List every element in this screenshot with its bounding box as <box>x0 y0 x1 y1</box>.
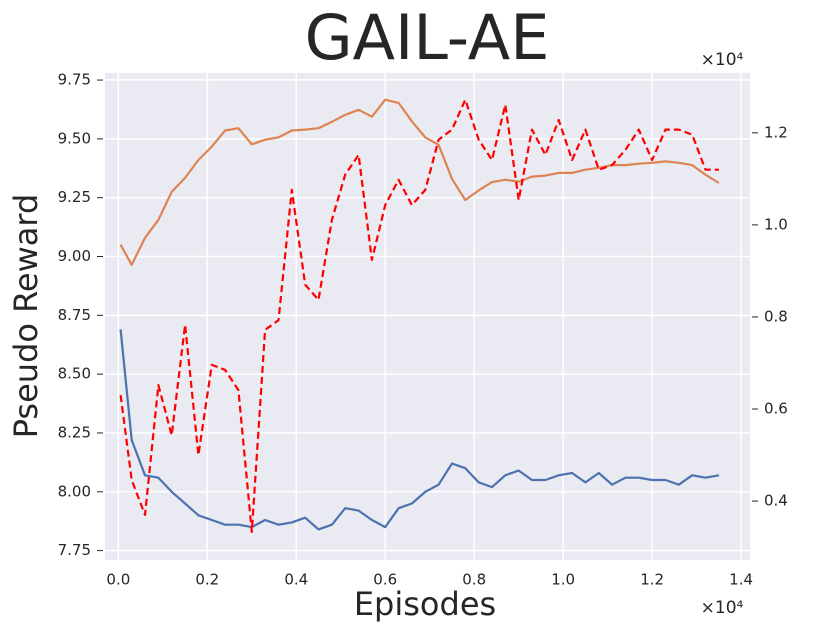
y-tick-label: 9.50 <box>58 129 91 147</box>
x-tick-label: 0.6 <box>373 571 397 589</box>
x-tick-label: 0.4 <box>284 571 308 589</box>
x-axis-label: Episodes <box>354 585 496 623</box>
y2-offset-label: ×10⁴ <box>701 50 744 70</box>
y2-tick-label: 1.2 <box>764 123 788 141</box>
x-tick-label: 1.0 <box>551 571 575 589</box>
data-line <box>119 329 720 531</box>
x-tick-label: 1.2 <box>640 571 664 589</box>
x-tick-label: 0.8 <box>462 571 486 589</box>
y-tick-label: 8.50 <box>58 365 91 383</box>
y-tick-label: 9.75 <box>58 71 91 89</box>
plot-area <box>105 73 750 560</box>
y-tick-label: 8.00 <box>58 482 91 500</box>
y-tick-label: 9.25 <box>58 188 91 206</box>
chart-title: GAIL-AE <box>305 1 550 74</box>
y-axis-label: Pseudo Reward <box>7 194 45 439</box>
x-tick-label: 1.4 <box>729 571 753 589</box>
y2-tick-label: 0.6 <box>764 400 788 418</box>
y2-tick-label: 1.0 <box>764 215 788 233</box>
y-tick-label: 9.00 <box>58 247 91 265</box>
y-tick-label: 8.25 <box>58 423 91 441</box>
x-tick-label: 0.0 <box>106 571 130 589</box>
y-tick-label: 7.75 <box>58 541 91 559</box>
data-line <box>119 98 719 533</box>
y-tick-label: 8.75 <box>58 306 91 324</box>
y2-tick-label: 0.8 <box>764 307 788 325</box>
data-line <box>119 98 720 266</box>
x-offset-label: ×10⁴ <box>701 598 744 618</box>
x-tick-label: 0.2 <box>195 571 219 589</box>
y2-tick-label: 0.4 <box>764 492 788 510</box>
